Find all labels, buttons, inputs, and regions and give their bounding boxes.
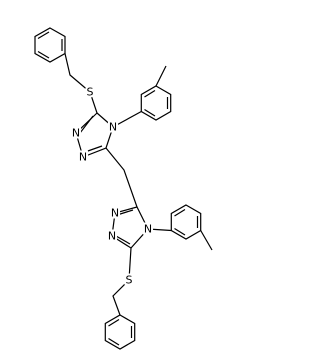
atom-label: S (87, 86, 94, 99)
atom-label: S (126, 274, 133, 287)
tolyl-ring (170, 204, 202, 240)
benzene-ring (104, 314, 136, 350)
atom-label: N (144, 223, 152, 236)
bonds (34, 27, 213, 350)
atom-label: N (111, 207, 119, 220)
triazole-ring (75, 112, 114, 158)
double-bond (79, 115, 94, 134)
methyl (155, 65, 167, 87)
bond (112, 247, 132, 316)
double-bond (115, 235, 131, 245)
double-bond (174, 227, 186, 236)
bond (64, 53, 98, 114)
tolyl-ring (140, 85, 172, 121)
double-bond (174, 208, 186, 217)
double-bond (108, 337, 120, 346)
triazole-ring (111, 206, 149, 249)
atom-label: N (108, 230, 116, 243)
double-bond (116, 209, 134, 216)
bond (112, 110, 142, 128)
structure: S N N N N N N S (34, 27, 213, 350)
bond (147, 228, 172, 232)
double-bond (108, 318, 120, 327)
methyl (200, 230, 213, 251)
double-bond (144, 108, 156, 117)
double-bond (144, 89, 156, 98)
double-bond (84, 145, 103, 153)
bond (105, 147, 138, 208)
double-bond (37, 31, 50, 40)
atom-label: N (72, 127, 80, 140)
atom-label: N (79, 151, 87, 164)
double-bond (37, 50, 50, 59)
atom-label: N (109, 121, 117, 134)
benzene-ring (34, 27, 66, 63)
